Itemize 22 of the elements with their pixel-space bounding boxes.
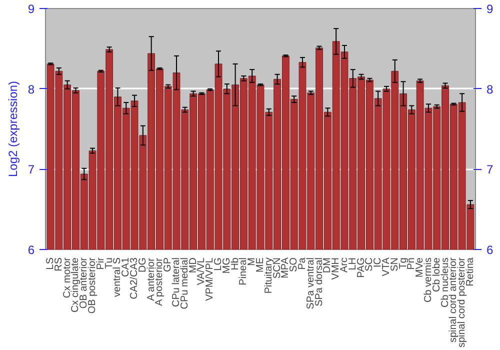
x-tick-label: ME [255,257,266,272]
y-tick-label: 6 [28,243,35,257]
x-tick-label: Pa [296,257,308,270]
y2-tick-label: 8 [486,82,494,96]
y2-tick-label: 9 [486,2,494,16]
x-tick-label: A posterior [154,257,166,306]
x-tick-label: Arc [338,258,350,272]
y2-tick-label: 7 [486,162,494,177]
x-tick-label: Tg [398,258,409,270]
x-tick-label: CPu medial [179,257,190,310]
x-tick-label: SN [389,257,400,272]
x-tick-label: Cb lobe [431,257,442,292]
x-tick-label: RS [53,257,64,272]
x-tick-label: Pituitary [263,258,274,294]
y-tick-label: 8 [28,82,35,96]
x-tick-label: LH [347,257,358,270]
x-tick-label: DG [137,257,148,272]
y-tick-label: 9 [28,2,35,16]
x-tick-label: VTA [380,257,392,276]
y-axis-title: Log2 (expression) [6,80,20,178]
y-tick-label: 7 [28,162,35,177]
y2-tick-label: 6 [486,243,494,257]
